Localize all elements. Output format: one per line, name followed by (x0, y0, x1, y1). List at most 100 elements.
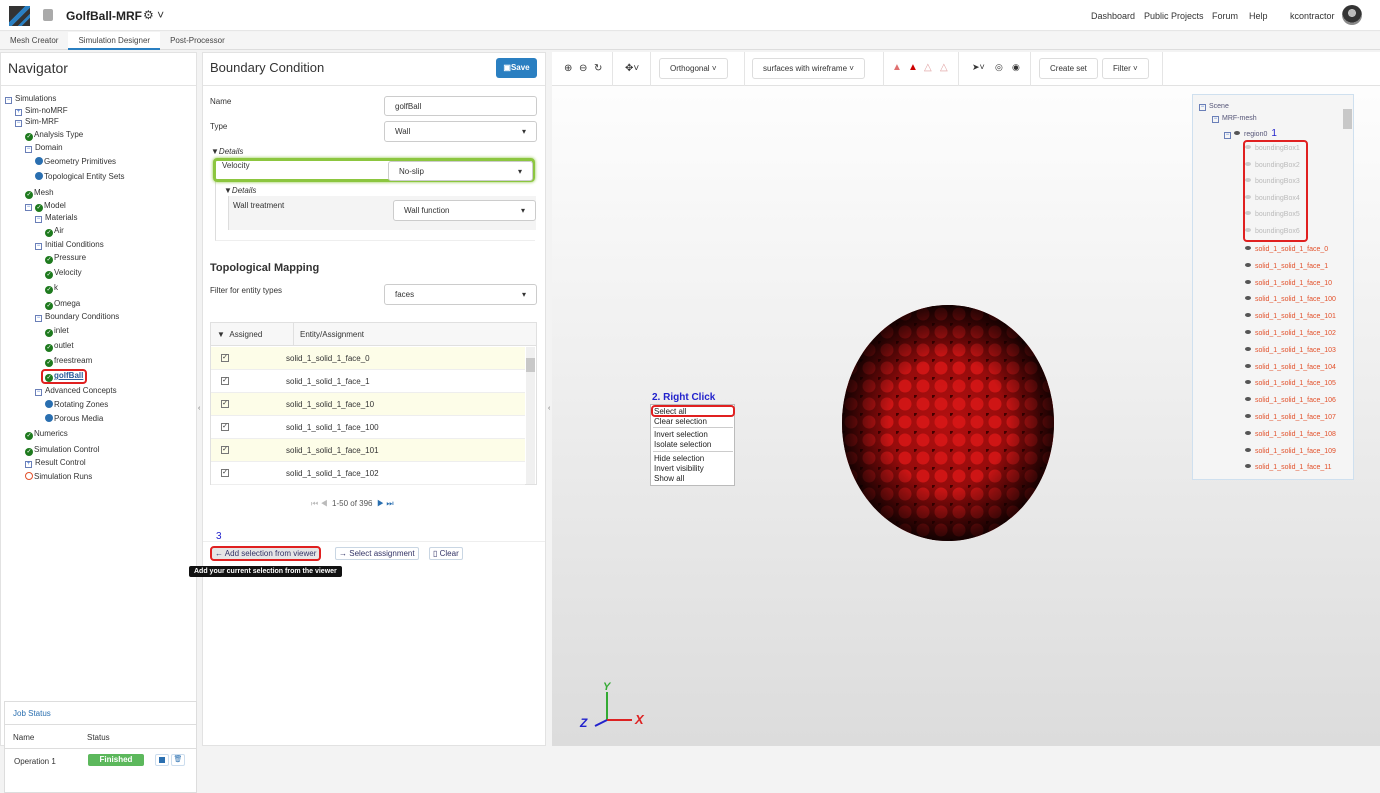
scene-face[interactable]: solid_1_solid_1_face_100 (1245, 296, 1336, 303)
scene-face[interactable]: solid_1_solid_1_face_108 (1245, 430, 1336, 438)
tree-item[interactable]: − Simulations (5, 94, 57, 104)
scene-bounding-box[interactable]: boundingBox2 (1245, 161, 1300, 169)
eye-icon[interactable] (1245, 363, 1251, 368)
collapse-icon[interactable]: − (25, 204, 32, 211)
scene-face[interactable]: solid_1_solid_1_face_102 (1245, 330, 1336, 337)
nav-user[interactable]: kcontractor (1290, 11, 1335, 21)
next-page-icon[interactable]: ▶ (376, 499, 385, 508)
table-scrollbar[interactable] (526, 347, 535, 484)
eye-icon[interactable] (1245, 262, 1251, 267)
scene-face[interactable]: solid_1_solid_1_face_1 (1245, 262, 1328, 270)
scene-face[interactable]: solid_1_solid_1_face_104 (1245, 363, 1336, 371)
eye-icon[interactable] (1245, 380, 1251, 385)
details-toggle-2[interactable]: ▼Details (224, 186, 257, 195)
tree-item[interactable]: ✓ Mesh (25, 188, 54, 199)
reset-view-icon[interactable]: ↻ (594, 63, 603, 74)
wall-treatment-select[interactable]: Wall function ▾ (393, 200, 536, 221)
tree-item[interactable]: ✓ Omega (45, 299, 81, 310)
first-page-icon[interactable]: ⏮ (311, 499, 319, 508)
tree-item[interactable]: − Domain (25, 143, 63, 153)
tree-item[interactable]: ✓ Velocity (45, 268, 82, 279)
assigned-checkbox[interactable]: ✓ (221, 446, 229, 454)
eye-icon[interactable] (1245, 279, 1251, 284)
prev-page-icon[interactable]: ◀ (320, 499, 328, 508)
tree-item[interactable]: Rotating Zones (45, 400, 108, 409)
context-menu-item[interactable]: Show all (654, 474, 685, 483)
eye-icon[interactable] (1245, 161, 1251, 166)
tree-item[interactable]: Simulation Runs (25, 472, 92, 481)
scene-face[interactable]: solid_1_solid_1_face_109 (1245, 447, 1336, 455)
last-page-icon[interactable]: ⏭ (386, 499, 394, 508)
assigned-checkbox[interactable]: ✓ (221, 469, 229, 477)
tree-item[interactable]: ✓ Pressure (45, 253, 87, 264)
context-menu-item[interactable]: Clear selection (654, 417, 707, 426)
eye-icon[interactable] (1245, 346, 1251, 351)
tree-item[interactable]: ✓ Air (45, 226, 64, 237)
scene-face[interactable]: solid_1_solid_1_face_103 (1245, 346, 1336, 354)
eye-icon[interactable] (1245, 397, 1251, 402)
assigned-checkbox[interactable]: ✓ (221, 400, 229, 408)
scene-bounding-box[interactable]: boundingBox3 (1245, 178, 1300, 185)
table-row[interactable]: ✓ solid_1_solid_1_face_1 (211, 370, 525, 393)
zoom-out-icon[interactable]: ⊖ (579, 63, 588, 74)
scene-face[interactable]: solid_1_solid_1_face_0 (1245, 246, 1328, 253)
context-menu-item[interactable]: Invert selection (654, 430, 708, 439)
table-row[interactable]: ✓ solid_1_solid_1_face_0 (211, 347, 525, 370)
tab-simulation-designer[interactable]: Simulation Designer (68, 32, 161, 50)
hide-icon[interactable]: ◎ (995, 62, 1003, 72)
tree-item[interactable]: + Sim-noMRF (15, 106, 68, 116)
col-assigned[interactable]: ▼ Assigned (217, 330, 263, 339)
clear-button[interactable]: ▯ Clear (429, 547, 463, 560)
stop-button[interactable] (155, 754, 169, 766)
tree-item[interactable]: − Boundary Conditions (35, 312, 120, 322)
surface-select-icon[interactable]: ▲ (892, 62, 902, 73)
collapse-icon[interactable]: − (35, 243, 42, 250)
scene-face[interactable]: solid_1_solid_1_face_107 (1245, 414, 1336, 421)
collapse-icon[interactable]: − (15, 120, 22, 127)
pointer-icon[interactable]: ➤˅ (972, 62, 985, 72)
eye-icon[interactable] (1245, 464, 1251, 469)
table-row[interactable]: ✓ solid_1_solid_1_face_10 (211, 393, 525, 416)
eye-icon[interactable]: ◉ (1012, 62, 1020, 72)
table-row[interactable]: ✓ solid_1_solid_1_face_102 (211, 462, 525, 485)
eye-icon[interactable] (1245, 330, 1251, 334)
assigned-checkbox[interactable]: ✓ (221, 423, 229, 431)
eye-icon[interactable] (1245, 430, 1251, 435)
name-input[interactable]: golfBall (384, 96, 537, 116)
projection-dropdown[interactable]: Orthogonal ˅ (659, 58, 728, 79)
velocity-select[interactable]: No-slip ▾ (388, 161, 533, 181)
assigned-checkbox[interactable]: ✓ (221, 354, 229, 362)
tab-post-processor[interactable]: Post-Processor (170, 36, 225, 45)
collapse-icon[interactable]: − (35, 315, 42, 322)
logo[interactable] (9, 6, 30, 26)
3d-viewer[interactable]: ⊕ ⊖ ↻ ✥˅ Orthogonal ˅ surfaces with wire… (552, 52, 1380, 746)
render-mode-dropdown[interactable]: surfaces with wireframe ˅ (752, 58, 865, 79)
eye-icon[interactable] (1245, 296, 1251, 301)
eye-icon[interactable] (1245, 145, 1251, 149)
filter-select[interactable]: faces ▾ (384, 284, 537, 305)
nav-help[interactable]: Help (1249, 11, 1268, 21)
scene-face[interactable]: solid_1_solid_1_face_105 (1245, 380, 1336, 387)
delete-button[interactable]: 🗑 (171, 754, 185, 766)
collapse-icon[interactable]: − (25, 146, 32, 153)
context-menu-item[interactable]: Isolate selection (654, 440, 712, 449)
eye-icon[interactable] (1245, 246, 1251, 250)
tree-item[interactable]: − Initial Conditions (35, 240, 104, 250)
eye-icon[interactable] (1245, 194, 1251, 199)
table-row[interactable]: ✓ solid_1_solid_1_face_100 (211, 416, 525, 439)
eye-icon[interactable] (1245, 178, 1251, 182)
scene-face[interactable]: solid_1_solid_1_face_10 (1245, 279, 1332, 287)
assigned-checkbox[interactable]: ✓ (221, 377, 229, 385)
expand-icon[interactable]: + (15, 109, 22, 116)
edge-select-icon[interactable]: △ (924, 62, 932, 73)
collapse-icon[interactable]: − (35, 216, 42, 223)
nav-dashboard[interactable]: Dashboard (1091, 11, 1136, 21)
tree-item[interactable]: ✓ golfBall (41, 369, 88, 384)
point-select-icon[interactable]: △ (940, 62, 948, 73)
tab-mesh-creator[interactable]: Mesh Creator (10, 36, 59, 45)
avatar[interactable] (1342, 5, 1362, 25)
tree-item[interactable]: ✓ Numerics (25, 429, 68, 440)
scene-bounding-box[interactable]: boundingBox4 (1245, 194, 1300, 202)
create-set-button[interactable]: Create set (1039, 58, 1098, 79)
add-selection-button[interactable]: ← Add selection from viewer (210, 546, 322, 561)
